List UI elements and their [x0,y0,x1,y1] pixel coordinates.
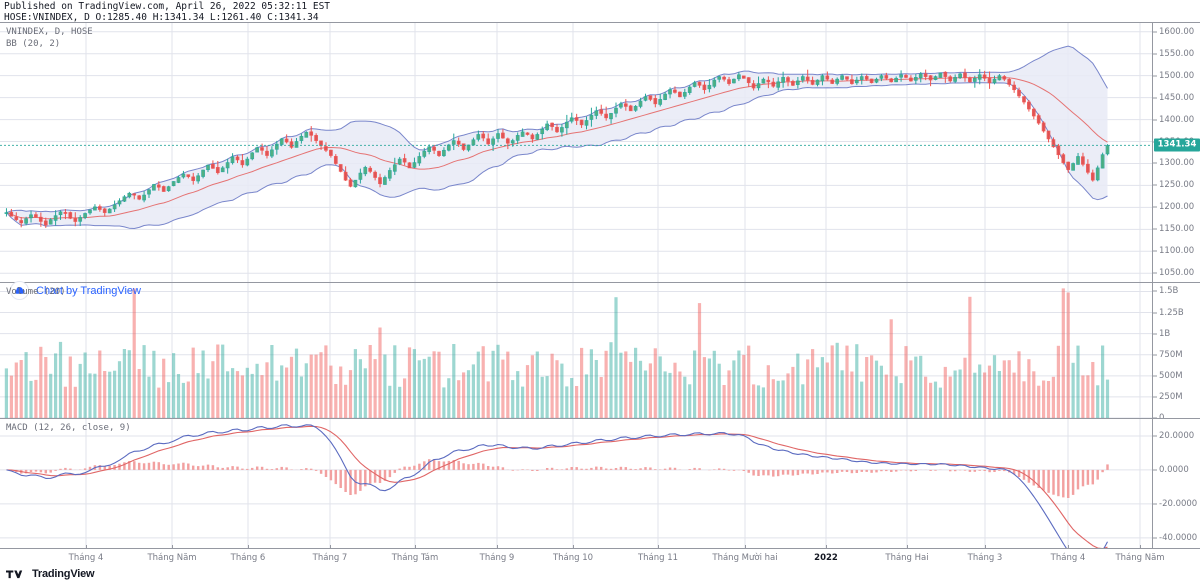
time-axis-tick [1068,545,1069,549]
volume-axis[interactable]: 1.5B1.25B1B750M500M250M0 [1152,282,1200,423]
volume-axis-label: 500M [1159,370,1183,381]
price-axis-tick [1153,206,1157,208]
volume-axis-tick [1153,312,1157,314]
price-axis-label: 1500.00 [1159,70,1195,81]
price-axis-tick [1153,97,1157,99]
time-axis-tick [415,545,416,549]
time-axis-tick [86,545,87,549]
volume-axis-tick [1153,354,1157,356]
price-axis-label: 1400.00 [1159,114,1195,125]
time-axis-label: Tháng Năm [1115,553,1165,563]
time-axis-tick [248,545,249,549]
price-axis-label: 1100.00 [1159,246,1195,257]
macd-pane[interactable]: MACD (12, 26, close, 9) [0,418,1152,548]
time-axis-tick [745,545,746,549]
volume-axis-label: 1.5B [1159,286,1179,297]
time-axis-label: Tháng 9 [479,553,515,563]
time-axis-label: Tháng Mười hai [712,553,778,563]
time-axis-label: Tháng 6 [230,553,266,563]
price-axis-tick [1153,162,1157,164]
price-chart-canvas[interactable] [0,23,1152,282]
price-axis-label: 1200.00 [1159,202,1195,213]
time-axis-label: Tháng 4 [1050,553,1086,563]
time-axis-tick [1140,545,1141,549]
time-axis-tick [658,545,659,549]
footer-bar: TradingView [0,566,1200,584]
price-axis-tick [1153,31,1157,33]
quote-line: HOSE:VNINDEX, D O:1285.40 H:1341.34 L:12… [4,12,319,23]
volume-axis-label: 250M [1159,391,1183,402]
time-axis-label: Tháng 7 [312,553,348,563]
price-axis-tick [1153,75,1157,77]
time-axis-label: Tháng Năm [147,553,197,563]
time-axis-tick [573,545,574,549]
volume-chart-canvas[interactable] [0,283,1152,418]
price-axis-tick [1153,53,1157,55]
last-price-badge[interactable]: 1341.34 [1154,138,1200,152]
volume-axis-label: 750M [1159,349,1183,360]
volume-axis-tick [1153,333,1157,335]
macd-axis-label: -20.0000 [1159,498,1198,509]
volume-axis-label: 1.25B [1159,307,1184,318]
price-axis[interactable]: 1600.001550.001500.001450.001400.001350.… [1152,22,1200,282]
macd-axis-tick [1153,503,1157,505]
time-axis-label: Tháng 4 [68,553,104,563]
tradingview-logo[interactable]: TradingView [6,568,95,580]
time-axis-tick [330,545,331,549]
price-axis-tick [1153,228,1157,230]
price-axis-label: 1050.00 [1159,268,1195,279]
macd-axis[interactable]: 20.0000 0.0000 -20.0000 -40.0000 [1152,418,1200,548]
price-axis-tick [1153,184,1157,186]
time-axis-label: Tháng 11 [637,553,679,563]
price-axis-tick [1153,119,1157,121]
time-axis-tick [985,545,986,549]
time-axis-label: 2022 [814,553,838,563]
time-axis-label: Tháng 10 [552,553,594,563]
time-axis-tick [497,545,498,549]
price-axis-tick [1153,272,1157,274]
macd-axis-tick [1153,537,1157,539]
price-axis-label: 1450.00 [1159,92,1195,103]
time-axis-tick [826,545,827,549]
tradingview-logo-icon [6,569,28,580]
macd-chart-canvas[interactable] [0,419,1152,548]
time-axis-label: Tháng Hai [885,553,929,563]
tradingview-brand-label: TradingView [32,568,95,580]
volume-axis-tick [1153,290,1157,292]
time-axis-tick [907,545,908,549]
published-line: Published on TradingView.com, April 26, … [4,1,331,12]
time-axis[interactable]: Tháng 4 Tháng Năm Tháng 6 Tháng 7 Tháng Tám T… [0,545,1200,566]
macd-axis-tick [1153,435,1157,437]
price-pane[interactable]: VNINDEX, D, HOSE BB (20, 2) Chart by Tra… [0,22,1152,300]
publication-header: Published on TradingView.com, April 26, … [0,0,1200,23]
price-axis-label: 1250.00 [1159,180,1195,191]
price-axis-label: 1150.00 [1159,224,1195,235]
price-axis-label: 1600.00 [1159,26,1195,37]
volume-axis-label: 1B [1159,328,1171,339]
volume-axis-tick [1153,396,1157,398]
price-axis-label: 1300.00 [1159,158,1195,169]
macd-axis-label: 0.0000 [1159,464,1189,475]
price-axis-label: 1550.00 [1159,48,1195,59]
macd-axis-tick [1153,469,1157,471]
macd-axis-label: -40.0000 [1159,532,1198,543]
price-axis-tick [1153,250,1157,252]
time-axis-tick [172,545,173,549]
volume-pane[interactable]: Volume (20) [0,282,1152,418]
volume-axis-tick [1153,375,1157,377]
macd-axis-label: 20.0000 [1159,430,1195,441]
time-axis-label: Tháng 3 [967,553,1003,563]
time-axis-label: Tháng Tám [391,553,439,563]
